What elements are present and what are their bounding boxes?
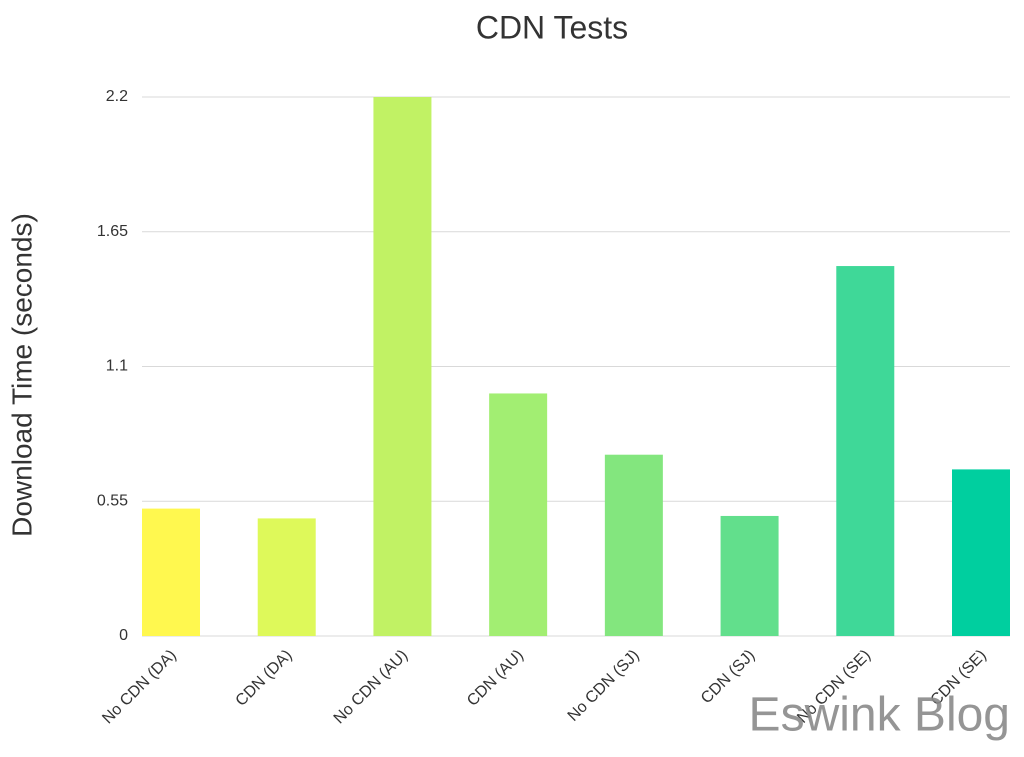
x-tick-label: CDN (AU) (464, 647, 527, 710)
y-axis-label: Download Time (seconds) (6, 213, 37, 537)
bar (373, 97, 432, 636)
x-tick-label: CDN (DA) (233, 647, 296, 710)
y-tick-label: 0.55 (97, 492, 128, 509)
x-tick-label: No CDN (AU) (331, 647, 412, 728)
y-tick-label: 0 (119, 627, 128, 644)
watermark: Eswink Blog (749, 689, 1010, 742)
bar (604, 454, 663, 636)
y-tick-label: 1.1 (106, 358, 128, 375)
bar (142, 508, 200, 636)
y-tick-label: 1.65 (97, 223, 128, 240)
plot-area: 0 0.55 1.1 1.65 2.2 No CDN (DA) CDN (DA) No CDN… (97, 88, 1010, 727)
bar (720, 515, 779, 636)
bar (952, 469, 1010, 636)
bar (489, 393, 548, 636)
bar (257, 518, 316, 636)
chart-title: CDN Tests (476, 9, 628, 45)
x-tick-label: No CDN (DA) (99, 647, 180, 728)
bar (836, 266, 895, 636)
y-tick-label: 2.2 (106, 88, 128, 105)
x-tick-label: No CDN (SJ) (565, 647, 643, 725)
